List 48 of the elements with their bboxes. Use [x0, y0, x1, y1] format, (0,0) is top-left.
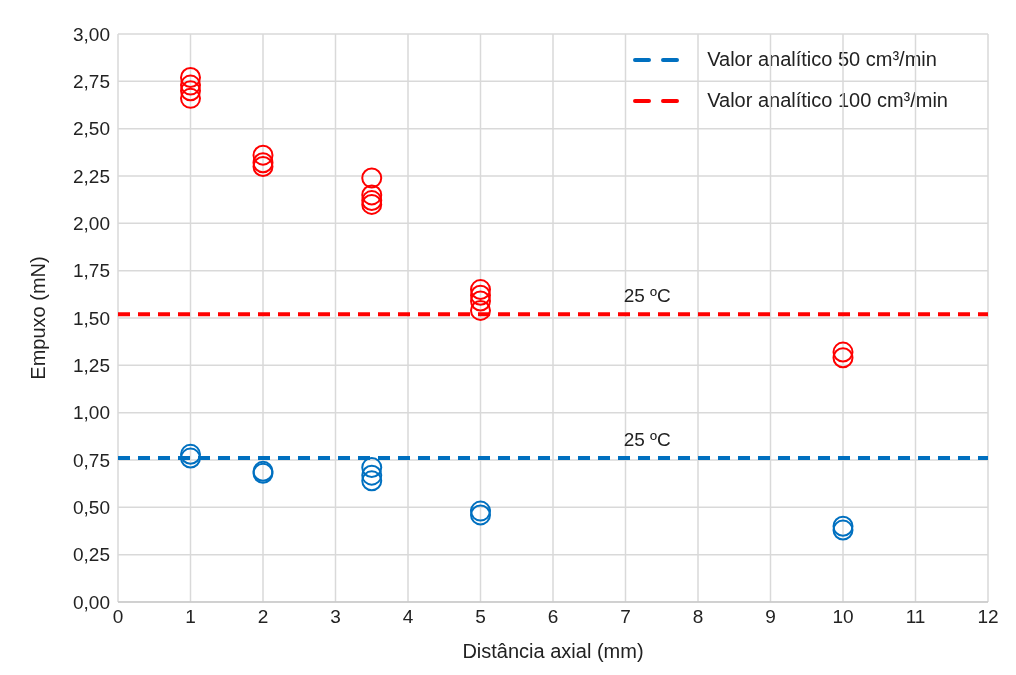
x-tick-label: 11	[905, 606, 926, 628]
legend-label: Valor analítico 50 cm³/min	[707, 48, 937, 71]
point	[361, 167, 383, 189]
annotation: 25 ºC	[623, 285, 671, 307]
y-tick-label: 1,00	[73, 402, 110, 424]
y-tick-label: 2,25	[73, 165, 110, 187]
point	[470, 290, 491, 312]
y-tick-label: 2,50	[73, 118, 110, 140]
x-tick-label: 0	[112, 606, 124, 628]
point	[180, 74, 201, 96]
y-axis-title: Empuxo (mN)	[27, 256, 50, 380]
point	[361, 184, 383, 206]
point	[832, 341, 854, 363]
y-tick-label: 0,50	[73, 497, 110, 519]
point	[252, 144, 274, 166]
y-tick-label: 0,25	[73, 544, 110, 566]
y-tick-label: 0,00	[73, 591, 110, 613]
y-tick-label: 1,75	[73, 260, 110, 282]
x-tick-label: 6	[547, 606, 559, 628]
x-tick-label: 8	[692, 606, 704, 628]
x-tick-label: 9	[765, 606, 776, 628]
point	[361, 464, 383, 486]
y-tick-label: 1,25	[73, 355, 110, 377]
x-tick-label: 4	[402, 606, 414, 628]
x-tick-label: 7	[620, 606, 631, 628]
y-tick-label: 2,00	[73, 213, 110, 235]
annotation: 25 ºC	[623, 429, 671, 451]
point	[361, 470, 383, 492]
x-tick-label: 10	[832, 606, 854, 628]
point	[470, 279, 491, 301]
x-tick-label: 3	[330, 606, 341, 628]
point	[832, 347, 854, 369]
point	[180, 87, 201, 109]
point	[470, 284, 491, 306]
point	[180, 80, 201, 102]
x-axis-title: Distância axial (mm)	[462, 640, 644, 662]
point	[180, 67, 201, 89]
y-tick-label: 2,75	[73, 71, 110, 93]
x-tick-label: 2	[257, 606, 269, 628]
x-tick-label: 12	[977, 606, 999, 628]
y-tick-label: 1,50	[73, 307, 110, 329]
legend-label: Valor analítico 100 cm³/min	[707, 89, 948, 112]
y-tick-label: 0,75	[73, 449, 110, 471]
point	[470, 299, 491, 321]
y-tick-label: 3,00	[73, 23, 110, 45]
point	[361, 457, 383, 479]
x-tick-label: 1	[185, 606, 196, 628]
x-tick-label: 5	[475, 606, 486, 628]
